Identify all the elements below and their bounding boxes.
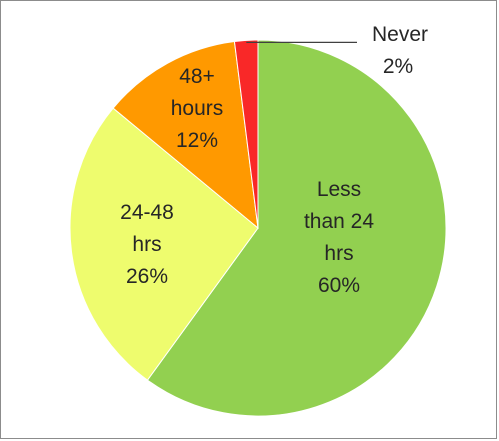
slice-label-48-plus: 48+ bbox=[179, 65, 215, 88]
slice-label-less-than-24-line3: hrs bbox=[324, 242, 353, 265]
slice-pct-never: 2% bbox=[383, 55, 413, 78]
slice-pct-less-than-24: 60% bbox=[318, 274, 360, 297]
slice-label-24-48: 24-48 bbox=[120, 201, 174, 224]
pie-slice-less-than-24 bbox=[146, 39, 447, 417]
slice-label-less-than-24: Less bbox=[317, 178, 361, 201]
pie-slice-48-plus bbox=[112, 40, 259, 230]
pie-slice-24-48 bbox=[69, 107, 259, 381]
slice-label-less-than-24-line2: than 24 bbox=[304, 210, 374, 233]
slice-pct-24-48: 26% bbox=[126, 265, 168, 288]
slice-label-never: Never bbox=[372, 23, 428, 46]
slice-label-48-plus-line2: hours bbox=[171, 97, 224, 120]
slice-label-24-48-line2: hrs bbox=[132, 233, 161, 256]
pie-slice-never bbox=[233, 39, 259, 229]
slice-pct-48-plus: 12% bbox=[176, 129, 218, 152]
